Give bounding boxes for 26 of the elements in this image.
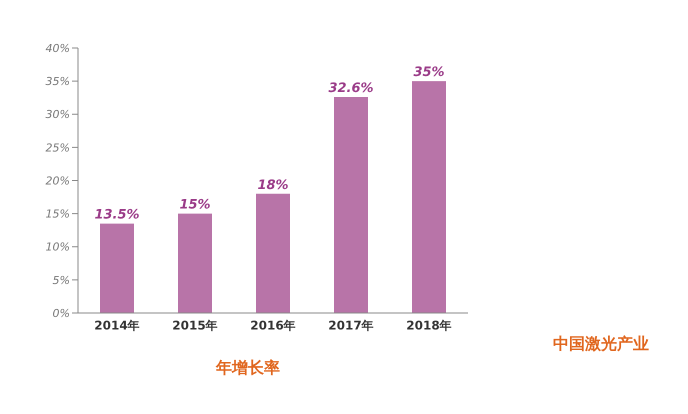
data-label: 18% [257, 178, 289, 193]
y-tick-label: 30% [46, 108, 70, 122]
data-label: 13.5% [94, 208, 140, 223]
y-tick-label: 35% [46, 75, 70, 88]
bar [334, 97, 368, 313]
y-tick-label: 0% [52, 306, 70, 320]
text: 中国激光产业 [553, 334, 649, 355]
y-tick-label: 20% [46, 174, 70, 188]
text: 年增长率 [214, 358, 281, 379]
data-label: 32.6% [328, 81, 374, 96]
bar [178, 214, 212, 313]
x-tick-label: 2017年 [328, 318, 374, 333]
y-tick-label: 25% [46, 141, 70, 154]
bar [100, 224, 134, 313]
bar [412, 81, 446, 313]
bar [256, 194, 290, 313]
x-tick-label: 2016年 [250, 318, 296, 333]
x-tick-label: 2014年 [94, 318, 140, 333]
data-label: 35% [413, 65, 445, 80]
x-tick-label: 2015年 [172, 318, 218, 333]
x-tick-label: 2018年 [406, 318, 452, 333]
y-tick-label: 5% [52, 274, 70, 287]
y-tick-label: 15% [46, 208, 70, 221]
y-tick-label: 40% [46, 42, 70, 55]
data-label: 15% [179, 198, 211, 213]
y-tick-label: 10% [46, 240, 70, 254]
